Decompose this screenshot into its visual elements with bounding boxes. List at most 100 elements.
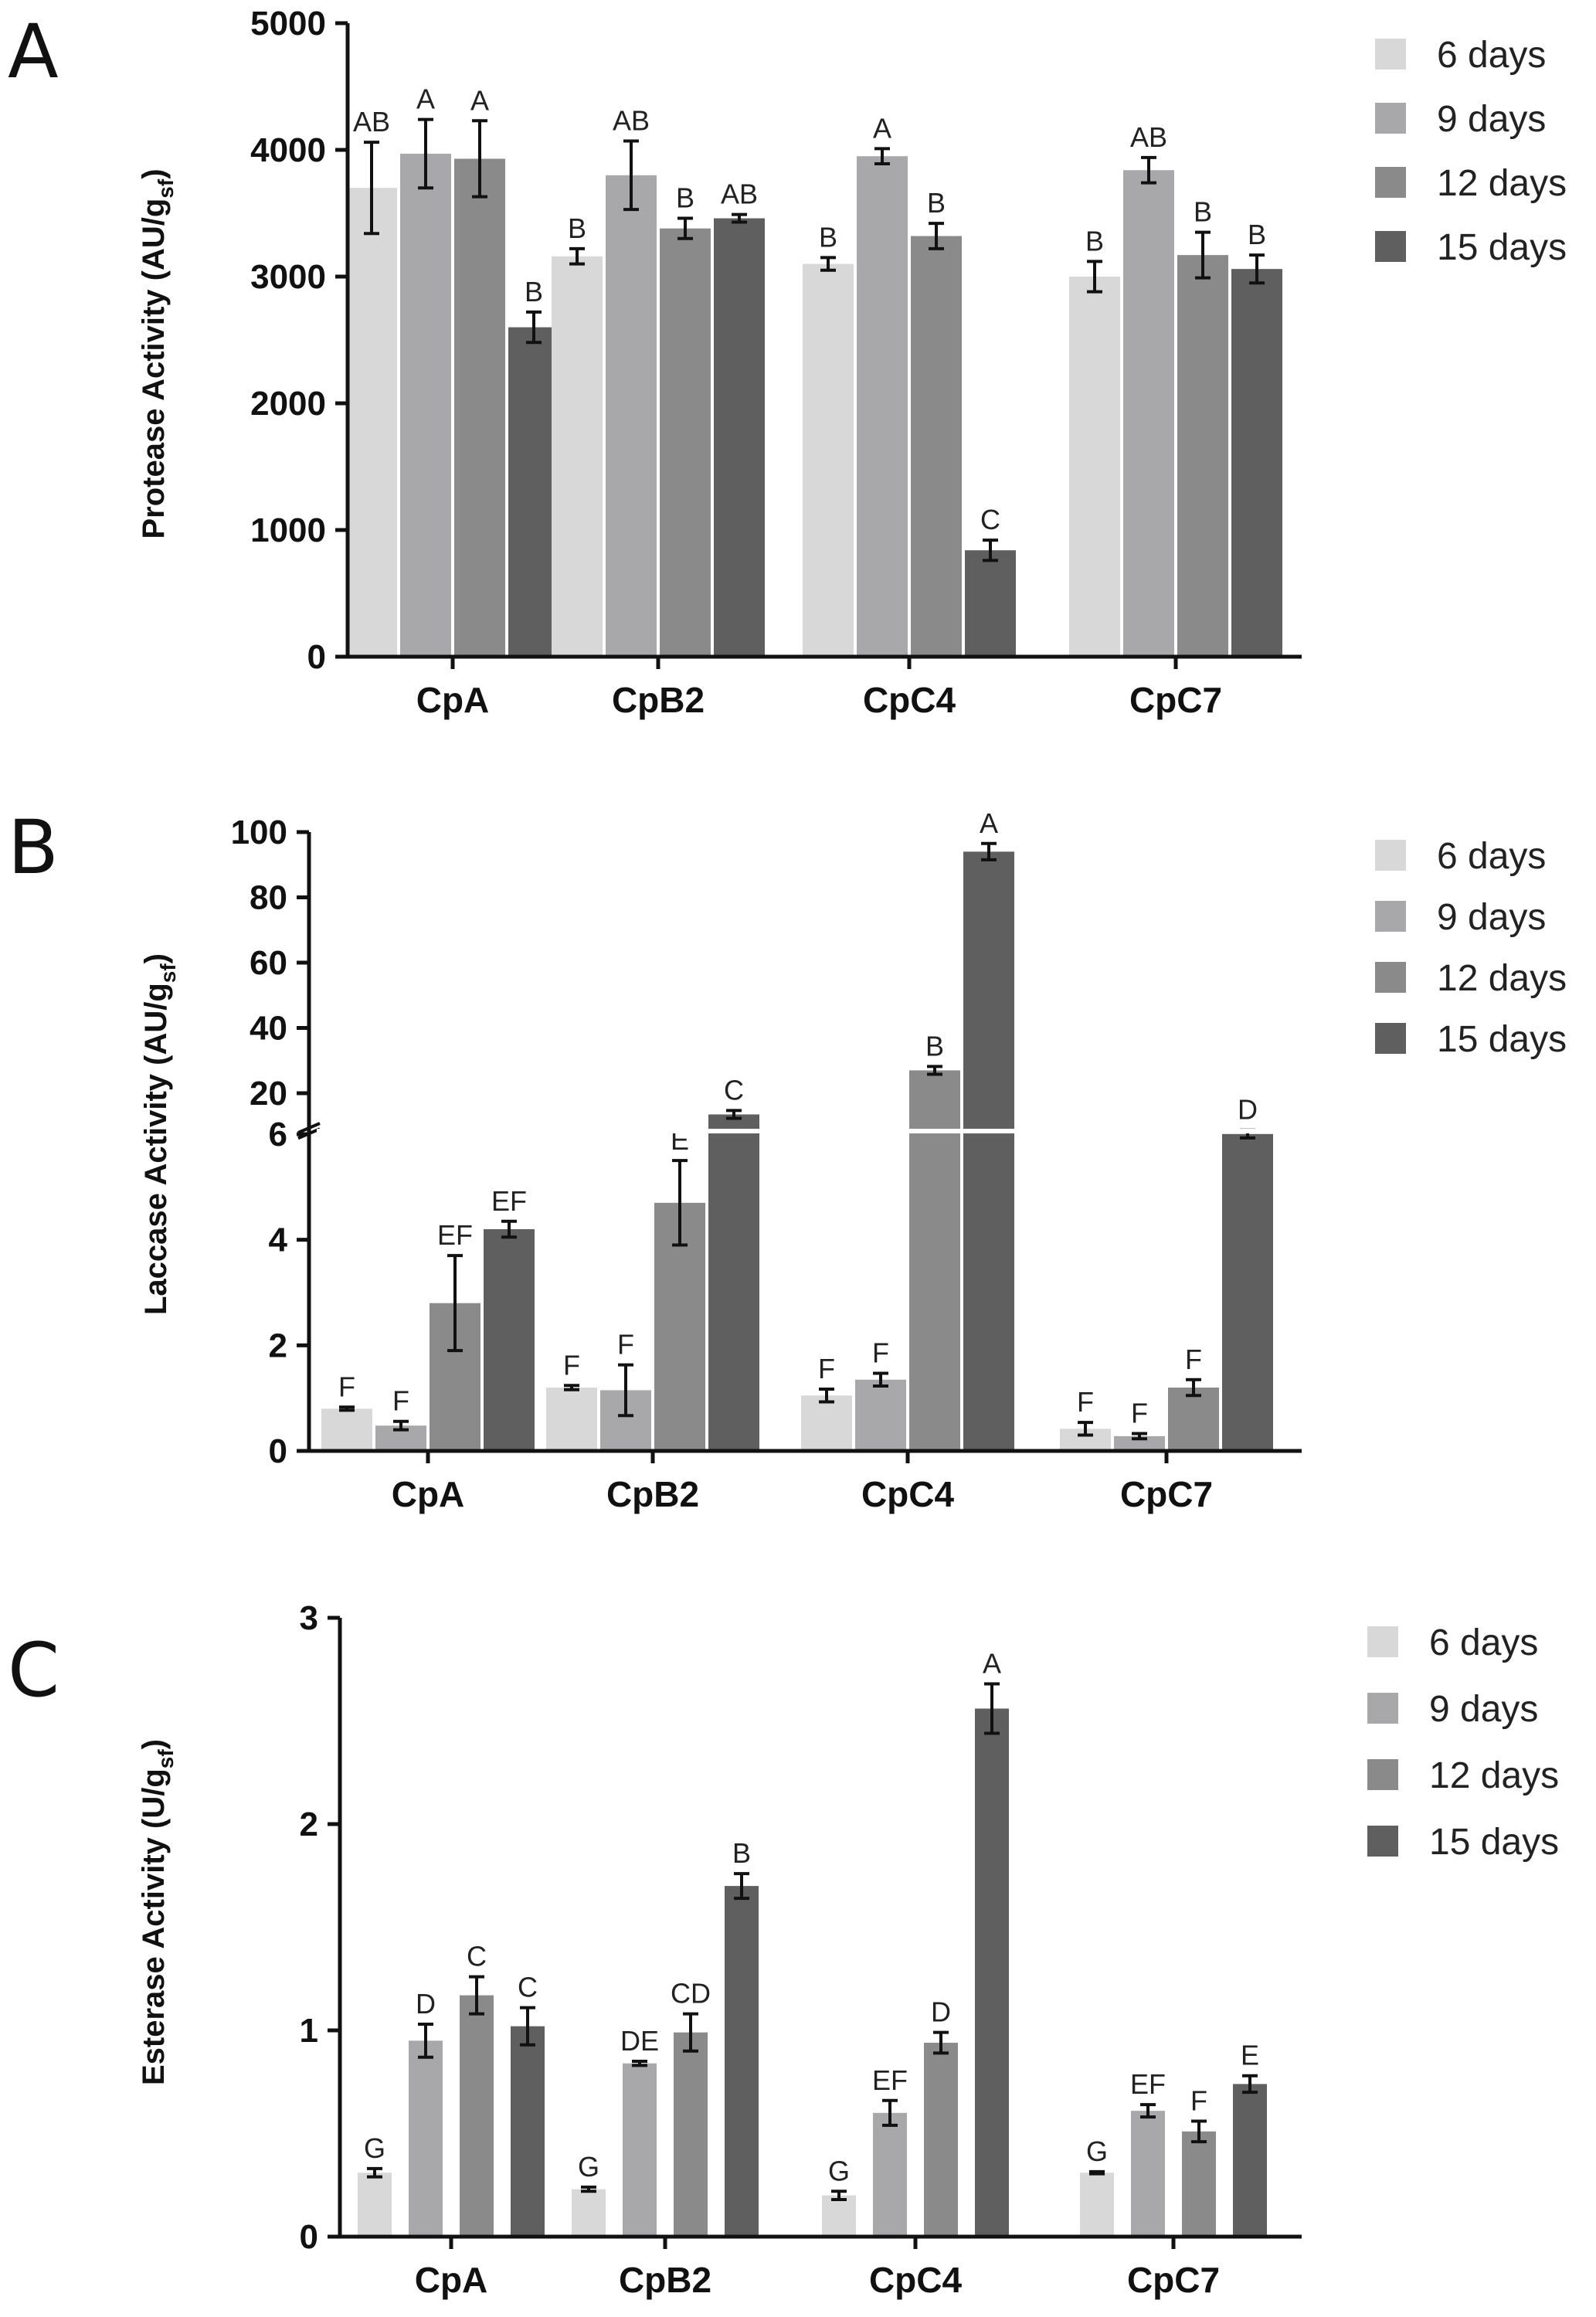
error-bar-cpc4-15-days	[983, 538, 998, 562]
bar-cpc4-15-days	[963, 851, 1014, 1451]
y-axis-title-c: Esterase Activity (U/gsf)	[137, 1739, 178, 2085]
bar-cpc4-9-days	[857, 156, 908, 657]
axes-c: CpA CpB2 CpC4 CpC7 0 1 2 3	[300, 1599, 1302, 2300]
error-bar-cpa-15-days	[501, 1219, 517, 1239]
significance-label-cpa-6-days: G	[364, 2132, 385, 2164]
y-tick-label-0: 0	[269, 1432, 287, 1470]
bar-cpa-12-days	[460, 1995, 494, 2237]
panel-letter-c: C	[8, 1627, 59, 1714]
bar-cpb2-9-days	[623, 2063, 657, 2237]
legend-a: 6 days 9 days 12 days 15 days	[1375, 35, 1567, 268]
x-tick-label-cpc4: CpC4	[861, 1474, 955, 1514]
legend-swatch-12-days	[1367, 1759, 1398, 1790]
error-bar-cpb2-15-days	[726, 1109, 742, 1120]
bar-cpa-6-days	[346, 188, 397, 657]
significance-label-cpc7-6-days: F	[1077, 1386, 1094, 1418]
x-tick-label-cpb2: CpB2	[619, 2260, 711, 2300]
error-bar-cpb2-9-days	[618, 1363, 633, 1418]
error-bar-cpb2-9-days	[623, 139, 639, 212]
y-axis-title-b: Laccase Activity (AU/gsf)	[139, 953, 180, 1315]
legend-label-6-days: 6 days	[1437, 35, 1546, 76]
legend-swatch-9-days	[1367, 1693, 1398, 1724]
error-bar-cpc7-12-days	[1191, 2119, 1207, 2144]
legend-label-9-days: 9 days	[1429, 1689, 1538, 1730]
bar-cpc4-12-days	[911, 236, 962, 657]
x-tick-label-cpa: CpA	[392, 1474, 465, 1514]
panel-letter-a: A	[8, 8, 59, 95]
bar-cpc7-6-days	[1069, 277, 1120, 657]
y-tick-label-1000: 1000	[250, 511, 326, 549]
legend-label-15-days: 15 days	[1437, 1019, 1567, 1060]
error-bar-cpc4-15-days	[981, 841, 997, 861]
x-tick-label-cpc4: CpC4	[863, 680, 956, 720]
bar-cpc7-12-days	[1177, 255, 1228, 657]
significance-label-cpc4-6-days: B	[819, 221, 837, 253]
bar-cpc4-6-days	[801, 1395, 852, 1451]
error-bar-cpc4-6-days	[819, 1388, 834, 1404]
significance-label-cpb2-15-days: B	[732, 1837, 751, 1869]
y-tick-label-3: 3	[300, 1599, 318, 1637]
legend-swatch-9-days	[1375, 901, 1406, 932]
bar-cpc4-6-days	[822, 2195, 856, 2237]
bar-cpc7-15-days	[1233, 2084, 1267, 2237]
legend-swatch-6-days	[1375, 39, 1406, 70]
bar-cpc7-9-days	[1131, 2111, 1165, 2237]
significance-label-cpc4-12-days: D	[931, 1996, 951, 2028]
bar-cpc7-9-days	[1123, 170, 1174, 657]
error-bar-cpa-6-days	[339, 1405, 355, 1412]
error-bar-cpa-6-days	[367, 2166, 382, 2179]
error-bar-cpa-12-days	[447, 1254, 463, 1353]
error-bar-cpc4-12-days	[933, 2030, 949, 2055]
bar-cpc4-15-days	[975, 1708, 1009, 2237]
y-tick-label-3000: 3000	[250, 258, 326, 296]
legend-swatch-9-days	[1375, 103, 1406, 134]
error-bar-cpc4-9-days	[882, 2098, 898, 2127]
error-bar-cpb2-12-days	[677, 216, 693, 240]
panel-letter-b: B	[8, 804, 59, 891]
significance-label-cpc7-9-days: EF	[1130, 2068, 1166, 2100]
significance-label-cpc4-9-days: A	[873, 112, 891, 144]
legend-swatch-6-days	[1367, 1626, 1398, 1657]
significance-label-cpa-15-days: C	[518, 1972, 538, 2003]
y-tick-label-100: 100	[231, 814, 287, 851]
significance-label-cpc7-12-days: F	[1190, 2084, 1207, 2116]
y-tick-label-4: 4	[269, 1221, 288, 1259]
legend-label-9-days: 9 days	[1437, 897, 1546, 938]
significance-label-cpc7-6-days: B	[1085, 225, 1104, 257]
significance-label-cpc7-15-days: B	[1248, 219, 1266, 250]
axes-b: CpA CpB2 CpC4 CpC7 0 2 4 620 40 60 80 100	[231, 814, 1309, 1514]
axes-a: CpA CpB2 CpC4 CpC7 0 1000 2000 3000 4000 5000	[250, 5, 1302, 720]
error-bar-cpb2-9-days	[632, 2060, 647, 2067]
y-tick-label-6: 6	[269, 1116, 287, 1153]
error-bar-cpa-15-days	[526, 310, 542, 345]
legend-swatch-12-days	[1375, 962, 1406, 993]
bar-cpc7-12-days	[1182, 2131, 1216, 2237]
error-bar-cpc7-9-days	[1141, 155, 1156, 185]
x-tick-label-cpc7: CpC7	[1129, 680, 1222, 720]
significance-label-cpc7-6-days: G	[1086, 2135, 1108, 2167]
significance-label-cpa-12-days: C	[467, 1941, 487, 1972]
bar-cpb2-15-days	[725, 1886, 759, 2237]
x-tick-label-cpc7: CpC7	[1127, 2260, 1220, 2300]
y-tick-label-5000: 5000	[250, 5, 326, 42]
bar-cpa-6-days	[358, 2173, 392, 2237]
significance-label-cpc4-9-days: F	[872, 1337, 889, 1369]
y-tick-label-60: 60	[250, 944, 287, 982]
significance-label-cpc4-15-days: C	[980, 504, 1000, 535]
error-bar-cpc7-15-days	[1242, 2074, 1258, 2094]
x-tick-label-cpa: CpA	[416, 680, 490, 720]
error-bar-cpb2-6-days	[569, 246, 585, 266]
significance-label-cpc4-15-days: A	[980, 807, 998, 839]
significance-label-cpc7-12-days: B	[1194, 196, 1212, 228]
y-tick-label-1: 1	[300, 2012, 318, 2050]
significance-label-cpc7-15-days: D	[1238, 1094, 1258, 1126]
bar-cpa-6-days	[321, 1408, 372, 1451]
error-bar-cpc4-12-days	[929, 222, 944, 250]
significance-label-cpc7-9-days: F	[1131, 1397, 1148, 1429]
legend-label-12-days: 12 days	[1429, 1755, 1559, 1796]
error-bar-cpc7-12-days	[1195, 230, 1211, 280]
error-bar-cpc4-9-days	[874, 147, 890, 166]
significance-label-cpa-9-days: D	[416, 1988, 436, 2020]
legend-label-12-days: 12 days	[1437, 958, 1567, 999]
